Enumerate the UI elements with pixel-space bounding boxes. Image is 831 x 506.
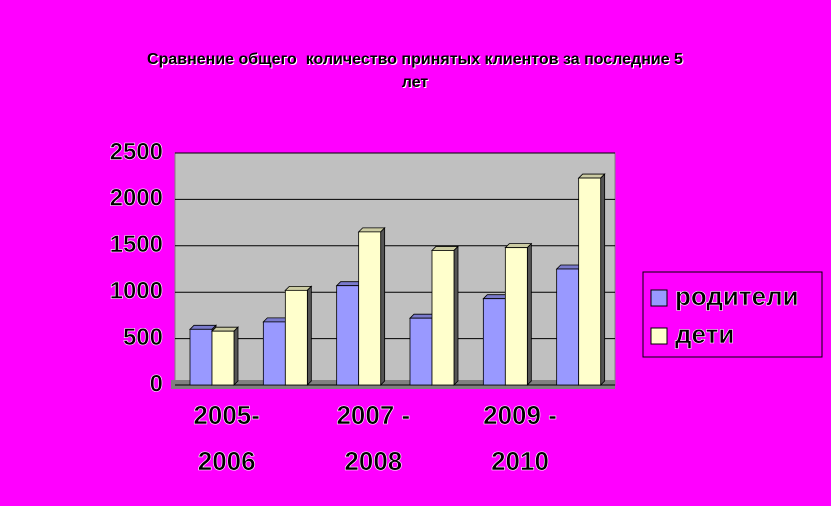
x-tick-label: 2007 -2008 <box>336 400 410 476</box>
y-tick-label: 2000 <box>110 185 163 212</box>
legend-swatch <box>650 327 668 345</box>
bar <box>189 328 213 386</box>
bar-side <box>380 226 386 386</box>
x-tick-label: 2009 -2010 <box>483 400 557 476</box>
bar-side <box>233 326 239 386</box>
chart-title: Сравнение общего количество принятых кли… <box>147 51 688 91</box>
bar <box>504 247 528 386</box>
bar <box>262 321 286 386</box>
bar-side <box>306 285 312 386</box>
bar <box>431 250 455 386</box>
bar <box>578 177 602 386</box>
bar-side <box>526 242 532 386</box>
y-tick-label: 1000 <box>110 278 163 305</box>
y-tick-label: 1500 <box>110 231 163 258</box>
x-tick-label: 2005-2006 <box>193 400 260 476</box>
bar <box>409 317 433 386</box>
plot-area <box>174 152 616 386</box>
bar <box>211 330 235 386</box>
bar <box>358 231 382 386</box>
bar <box>482 298 506 386</box>
bar-side <box>600 173 606 386</box>
bar <box>556 268 580 386</box>
legend-label: родители <box>675 281 799 311</box>
y-tick-label: 0 <box>150 370 163 397</box>
bar-side <box>453 245 459 386</box>
bar <box>284 289 308 386</box>
legend <box>642 271 823 358</box>
legend-swatch <box>650 289 668 307</box>
y-tick-label: 2500 <box>110 138 163 165</box>
bar <box>336 285 360 386</box>
legend-label: дети <box>675 319 734 349</box>
y-tick-label: 500 <box>123 324 163 351</box>
